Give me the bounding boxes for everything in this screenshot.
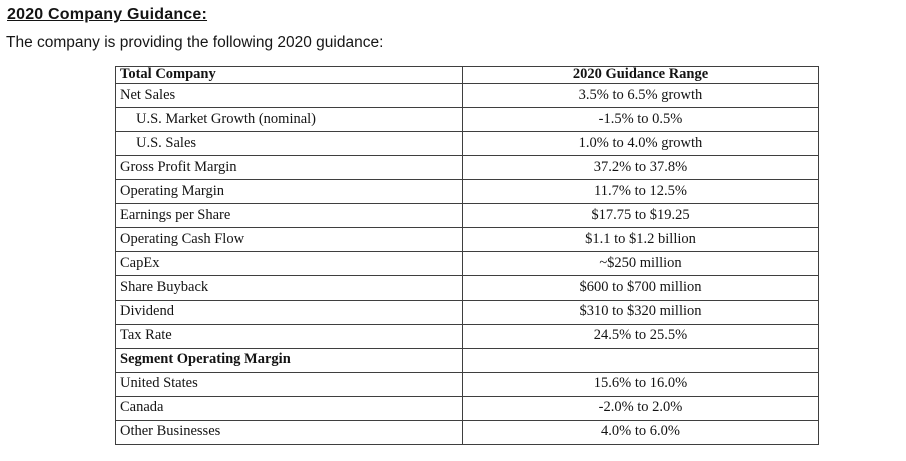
row-label: Share Buyback bbox=[115, 275, 463, 301]
table-row: Earnings per Share $17.75 to $19.25 bbox=[115, 203, 819, 229]
row-value: 15.6% to 16.0% bbox=[462, 371, 819, 397]
table-row: Segment Operating Margin bbox=[115, 347, 819, 373]
table-row: Other Businesses 4.0% to 6.0% bbox=[115, 419, 819, 446]
row-label: Net Sales bbox=[115, 82, 463, 109]
row-value: 4.0% to 6.0% bbox=[462, 419, 819, 446]
table-row: CapEx ~$250 million bbox=[115, 251, 819, 277]
table-row: Tax Rate 24.5% to 25.5% bbox=[115, 323, 819, 349]
row-value: $1.1 to $1.2 billion bbox=[462, 227, 819, 253]
table-row: U.S. Sales 1.0% to 4.0% growth bbox=[115, 131, 819, 157]
column-header-guidance-range: 2020 Guidance Range bbox=[462, 66, 819, 84]
row-label: Earnings per Share bbox=[115, 203, 463, 229]
row-value: $17.75 to $19.25 bbox=[462, 203, 819, 229]
row-label: United States bbox=[115, 371, 463, 397]
table-row: Operating Margin 11.7% to 12.5% bbox=[115, 179, 819, 205]
table-row: Operating Cash Flow $1.1 to $1.2 billion bbox=[115, 227, 819, 253]
row-label: Operating Margin bbox=[115, 179, 463, 205]
row-value: 11.7% to 12.5% bbox=[462, 179, 819, 205]
row-value: ~$250 million bbox=[462, 251, 819, 277]
table-row: Net Sales 3.5% to 6.5% growth bbox=[115, 82, 819, 109]
row-label: Canada bbox=[115, 395, 463, 421]
row-value: 24.5% to 25.5% bbox=[462, 323, 819, 349]
row-value: 37.2% to 37.8% bbox=[462, 155, 819, 181]
guidance-table-header: Total Company 2020 Guidance Range bbox=[115, 66, 819, 84]
table-row: Canada -2.0% to 2.0% bbox=[115, 395, 819, 421]
intro-text: The company is providing the following 2… bbox=[6, 34, 384, 51]
guidance-table: Total Company 2020 Guidance Range Net Sa… bbox=[115, 66, 819, 446]
table-row: Share Buyback $600 to $700 million bbox=[115, 275, 819, 301]
row-label: CapEx bbox=[115, 251, 463, 277]
row-label: Tax Rate bbox=[115, 323, 463, 349]
row-value: 3.5% to 6.5% growth bbox=[462, 82, 819, 109]
row-value: $310 to $320 million bbox=[462, 299, 819, 325]
row-label: Dividend bbox=[115, 299, 463, 325]
row-label: U.S. Sales bbox=[115, 131, 463, 157]
table-row: Dividend $310 to $320 million bbox=[115, 299, 819, 325]
guidance-table-body: Net Sales 3.5% to 6.5% growth U.S. Marke… bbox=[115, 82, 819, 446]
table-row: United States 15.6% to 16.0% bbox=[115, 371, 819, 397]
row-value: -2.0% to 2.0% bbox=[462, 395, 819, 421]
column-header-total-company: Total Company bbox=[115, 66, 463, 84]
row-label: U.S. Market Growth (nominal) bbox=[115, 106, 463, 133]
row-label: Gross Profit Margin bbox=[115, 155, 463, 181]
row-value: -1.5% to 0.5% bbox=[462, 106, 819, 133]
header-row: Total Company 2020 Guidance Range bbox=[115, 66, 819, 84]
row-value: $600 to $700 million bbox=[462, 275, 819, 301]
row-label: Operating Cash Flow bbox=[115, 227, 463, 253]
row-label: Other Businesses bbox=[115, 419, 463, 446]
row-value bbox=[462, 347, 819, 373]
row-value: 1.0% to 4.0% growth bbox=[462, 131, 819, 157]
row-label: Segment Operating Margin bbox=[115, 347, 463, 373]
page-title: 2020 Company Guidance: bbox=[7, 6, 208, 23]
table-row: U.S. Market Growth (nominal) -1.5% to 0.… bbox=[115, 106, 819, 133]
table-row: Gross Profit Margin 37.2% to 37.8% bbox=[115, 155, 819, 181]
